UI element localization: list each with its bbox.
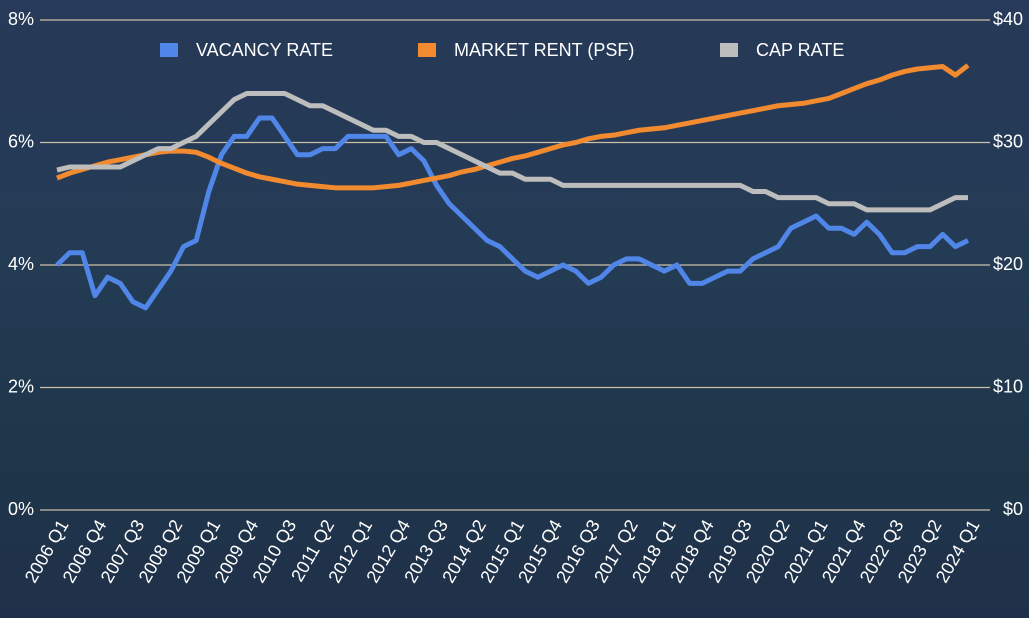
y-tick-label: 6% (8, 131, 34, 151)
y-tick-label: 2% (8, 376, 34, 396)
legend-marker (720, 43, 738, 57)
legend-label: MARKET RENT (PSF) (454, 40, 634, 60)
legend-label: CAP RATE (756, 40, 844, 60)
y2-tick-label: $0 (1003, 499, 1023, 519)
chart: 0%2%4%6%8%$0$10$20$30$402006 Q12006 Q420… (0, 0, 1029, 618)
legend-label: VACANCY RATE (196, 40, 333, 60)
y2-tick-label: $30 (993, 131, 1023, 151)
y-tick-label: 4% (8, 254, 34, 274)
y2-tick-label: $40 (993, 9, 1023, 29)
legend-marker (418, 43, 436, 57)
legend-marker (160, 43, 178, 57)
y2-tick-label: $10 (993, 376, 1023, 396)
y-tick-label: 8% (8, 9, 34, 29)
y2-tick-label: $20 (993, 254, 1023, 274)
y-tick-label: 0% (8, 499, 34, 519)
